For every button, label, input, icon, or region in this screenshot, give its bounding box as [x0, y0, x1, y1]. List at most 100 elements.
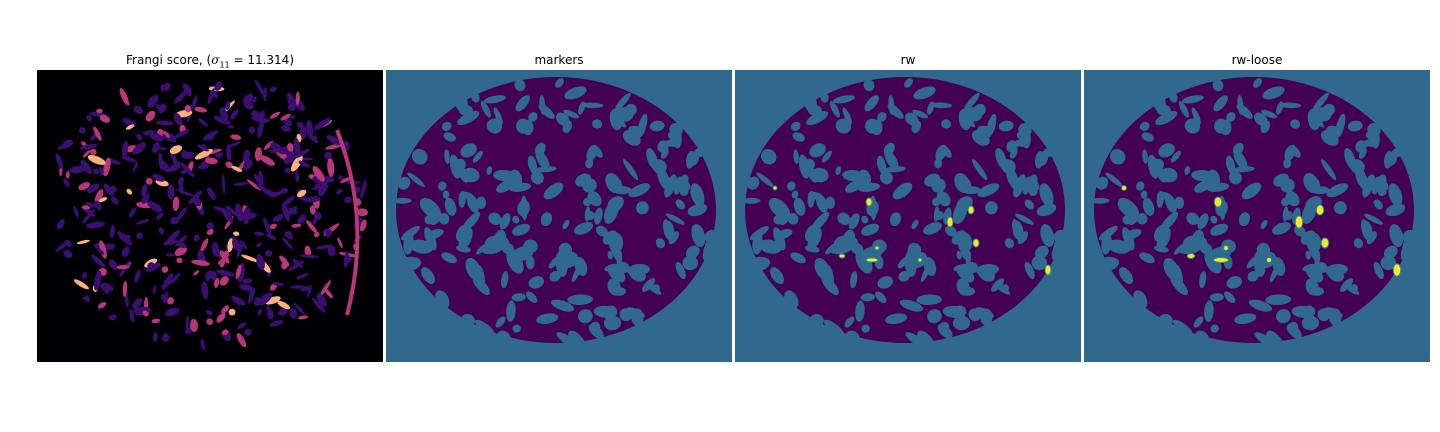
tissue-gap — [512, 324, 521, 333]
vessel-segment — [263, 87, 267, 102]
tissue-gap — [488, 212, 502, 226]
vessel-segment — [185, 315, 189, 329]
tissue-gap — [438, 213, 450, 225]
vessel-segment — [133, 105, 144, 114]
vessel-segment — [295, 170, 300, 183]
vessel-segment — [287, 92, 296, 111]
tissue-gap — [561, 252, 578, 268]
tissue-gap — [784, 290, 799, 309]
tissue-gap — [438, 181, 447, 191]
vessel-segment — [161, 266, 169, 273]
vessel-segment — [232, 238, 241, 251]
vessel-segment — [324, 151, 332, 160]
tissue-gap — [596, 225, 608, 237]
vessel-segment — [85, 202, 97, 208]
vessel-segment — [172, 162, 181, 170]
vessel-segment — [176, 189, 194, 197]
vessel-segment — [295, 91, 300, 105]
vessel-segment — [96, 108, 103, 114]
vessel-segment — [318, 181, 328, 185]
tissue-gap — [1184, 166, 1191, 175]
vessel-segment — [279, 308, 287, 316]
tissue-gap — [1305, 250, 1311, 260]
tissue-gap — [1164, 194, 1177, 213]
vessel-segment — [177, 242, 187, 249]
vessel-segment — [129, 308, 135, 323]
tissue-gap — [1155, 165, 1167, 183]
tissue-gap — [942, 305, 967, 318]
tissue-gap — [1174, 196, 1185, 209]
tissue-gap — [1385, 203, 1406, 217]
vessel-segment — [63, 178, 70, 187]
tissue-gap — [666, 213, 685, 225]
tissue-gap — [585, 158, 594, 169]
tissue-gap — [1184, 118, 1201, 134]
vessel-segment — [282, 203, 290, 222]
vessel-segment — [233, 231, 240, 236]
tissue-gap — [835, 118, 852, 134]
tissue-gap — [791, 190, 799, 199]
vessel-segment — [81, 272, 87, 279]
vessel-segment — [203, 130, 219, 141]
tissue-gap — [1228, 171, 1242, 185]
tissue-gap — [821, 276, 839, 296]
tissue-gap — [675, 261, 686, 280]
frangi-panel: Frangi score, (σ11 = 11.314) — [37, 0, 383, 432]
vessel-segment — [193, 270, 200, 276]
tissue-gap — [1004, 238, 1015, 249]
vessel-segment — [325, 229, 333, 238]
vessel-segment — [244, 328, 252, 336]
tissue-gap — [820, 91, 829, 103]
tissue-gap — [787, 213, 799, 225]
tissue-gap — [682, 255, 698, 271]
tissue-gap — [1178, 100, 1189, 118]
vessel-segment — [256, 242, 262, 248]
vessel-segment — [327, 157, 335, 177]
rw-loose-image — [1084, 70, 1430, 362]
vessel-segment — [315, 244, 333, 250]
tissue-gap — [1170, 150, 1181, 163]
rw-loose-panel: rw-loose — [1084, 0, 1430, 432]
tissue-gap — [752, 232, 763, 255]
tissue-gap — [963, 92, 980, 111]
vessel-segment — [174, 246, 188, 257]
tissue-gap — [664, 224, 674, 231]
tissue-gap — [520, 195, 528, 221]
tissue-gap — [855, 250, 873, 274]
vessel-segment — [231, 295, 246, 306]
tissue-gap — [958, 112, 976, 128]
vessel-segment — [99, 240, 107, 259]
tissue-gap — [581, 102, 604, 109]
tissue-gap — [515, 95, 530, 112]
tissue-gap — [441, 121, 452, 132]
tissue-gap — [555, 78, 564, 88]
tissue-gap — [622, 159, 639, 181]
tissue-gap — [687, 203, 708, 217]
tissue-gap — [971, 159, 988, 181]
tissue-gap — [1294, 225, 1306, 237]
vessel-segment — [93, 270, 102, 291]
vessel-segment — [239, 240, 248, 250]
tissue-gap — [971, 130, 990, 146]
vessel-segment — [270, 142, 285, 155]
tissue-gap — [864, 95, 879, 112]
tissue-gap — [1136, 181, 1145, 191]
tissue-gap — [741, 197, 761, 204]
tissue-gap — [562, 219, 570, 230]
tissue-gap — [528, 112, 538, 122]
tissue-gap — [863, 79, 875, 92]
rw-tissue — [741, 77, 1067, 351]
vessel-segment — [55, 153, 64, 170]
tissue-gap — [563, 109, 580, 119]
vessel-segment — [216, 269, 235, 277]
tissue-gap — [403, 232, 414, 255]
tissue-gap — [916, 294, 942, 306]
tissue-gap — [1090, 197, 1110, 204]
markers-image — [386, 70, 732, 362]
tissue-gap — [809, 313, 824, 328]
vessel-segment — [172, 196, 180, 211]
vessel-segment — [227, 125, 235, 129]
tissue-gap — [564, 86, 587, 100]
vessel-segment — [200, 238, 209, 252]
vessel-segment — [289, 308, 298, 319]
